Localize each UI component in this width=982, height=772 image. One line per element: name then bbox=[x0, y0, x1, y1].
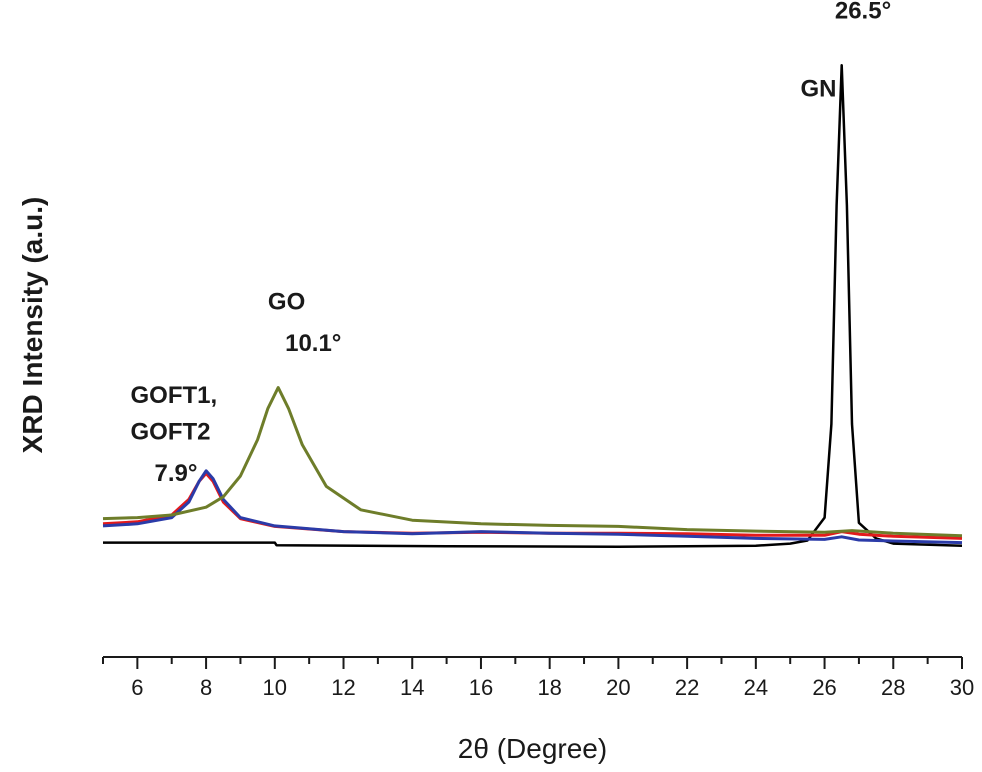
y-axis-title: XRD Intensity (a.u.) bbox=[17, 197, 48, 454]
annotation-layer: GOFT1, GOFT2 7.9° GO 10.1° 26.5° GN bbox=[130, 0, 891, 487]
peak-annotation: GO bbox=[268, 289, 305, 316]
series-layer bbox=[102, 63, 963, 548]
x-tick-label: 28 bbox=[881, 675, 905, 700]
peak-annotation: 26.5° bbox=[835, 0, 891, 24]
x-tick-label: 22 bbox=[675, 675, 699, 700]
x-tick-label: 26 bbox=[812, 675, 836, 700]
peak-annotation: GN bbox=[801, 75, 837, 102]
peak-annotation: GOFT1, bbox=[130, 382, 217, 409]
series-line-2 bbox=[102, 469, 963, 545]
x-tick-label: 8 bbox=[200, 675, 212, 700]
x-axis-title: 2θ (Degree) bbox=[458, 733, 607, 764]
series-line-3 bbox=[102, 386, 963, 538]
peak-annotation: 7.9° bbox=[155, 460, 198, 487]
x-axis: 6 8 10 12 14 16 18 20 22 24 26 28 30 bbox=[102, 656, 974, 700]
peak-annotation: 10.1° bbox=[285, 330, 341, 357]
peak-annotation: GOFT2 bbox=[130, 419, 210, 446]
x-tick-label: 16 bbox=[469, 675, 493, 700]
x-tick-label: 20 bbox=[606, 675, 630, 700]
x-tick-label: 6 bbox=[131, 675, 143, 700]
x-tick-label: 24 bbox=[744, 675, 768, 700]
x-tick-label: 18 bbox=[537, 675, 561, 700]
x-tick-label: 10 bbox=[263, 675, 287, 700]
x-tick-label: 30 bbox=[950, 675, 974, 700]
x-tick-label: 12 bbox=[331, 675, 355, 700]
x-tick-label: 14 bbox=[400, 675, 424, 700]
series-line-1 bbox=[102, 471, 963, 540]
series-line-0 bbox=[103, 63, 963, 548]
